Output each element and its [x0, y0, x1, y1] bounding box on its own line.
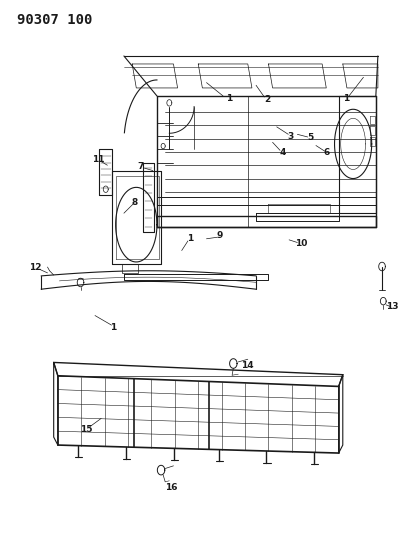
Text: 15: 15	[81, 425, 93, 433]
Text: 11: 11	[92, 156, 104, 164]
Text: 5: 5	[307, 133, 314, 142]
Text: 10: 10	[295, 239, 308, 248]
Text: 12: 12	[29, 263, 41, 272]
Text: 90307 100: 90307 100	[17, 13, 92, 27]
Text: 4: 4	[279, 148, 286, 157]
Text: 14: 14	[242, 361, 254, 369]
Text: 6: 6	[323, 148, 330, 157]
Text: 1: 1	[342, 94, 349, 102]
Text: 13: 13	[386, 302, 399, 311]
Text: 2: 2	[264, 95, 271, 103]
Text: 1: 1	[187, 235, 193, 243]
Text: 3: 3	[287, 132, 294, 141]
Text: 8: 8	[132, 198, 138, 206]
Text: 16: 16	[165, 483, 178, 492]
Text: 9: 9	[217, 231, 223, 240]
Text: 1: 1	[110, 324, 117, 332]
Text: 1: 1	[226, 94, 233, 102]
Text: 7: 7	[137, 162, 144, 171]
